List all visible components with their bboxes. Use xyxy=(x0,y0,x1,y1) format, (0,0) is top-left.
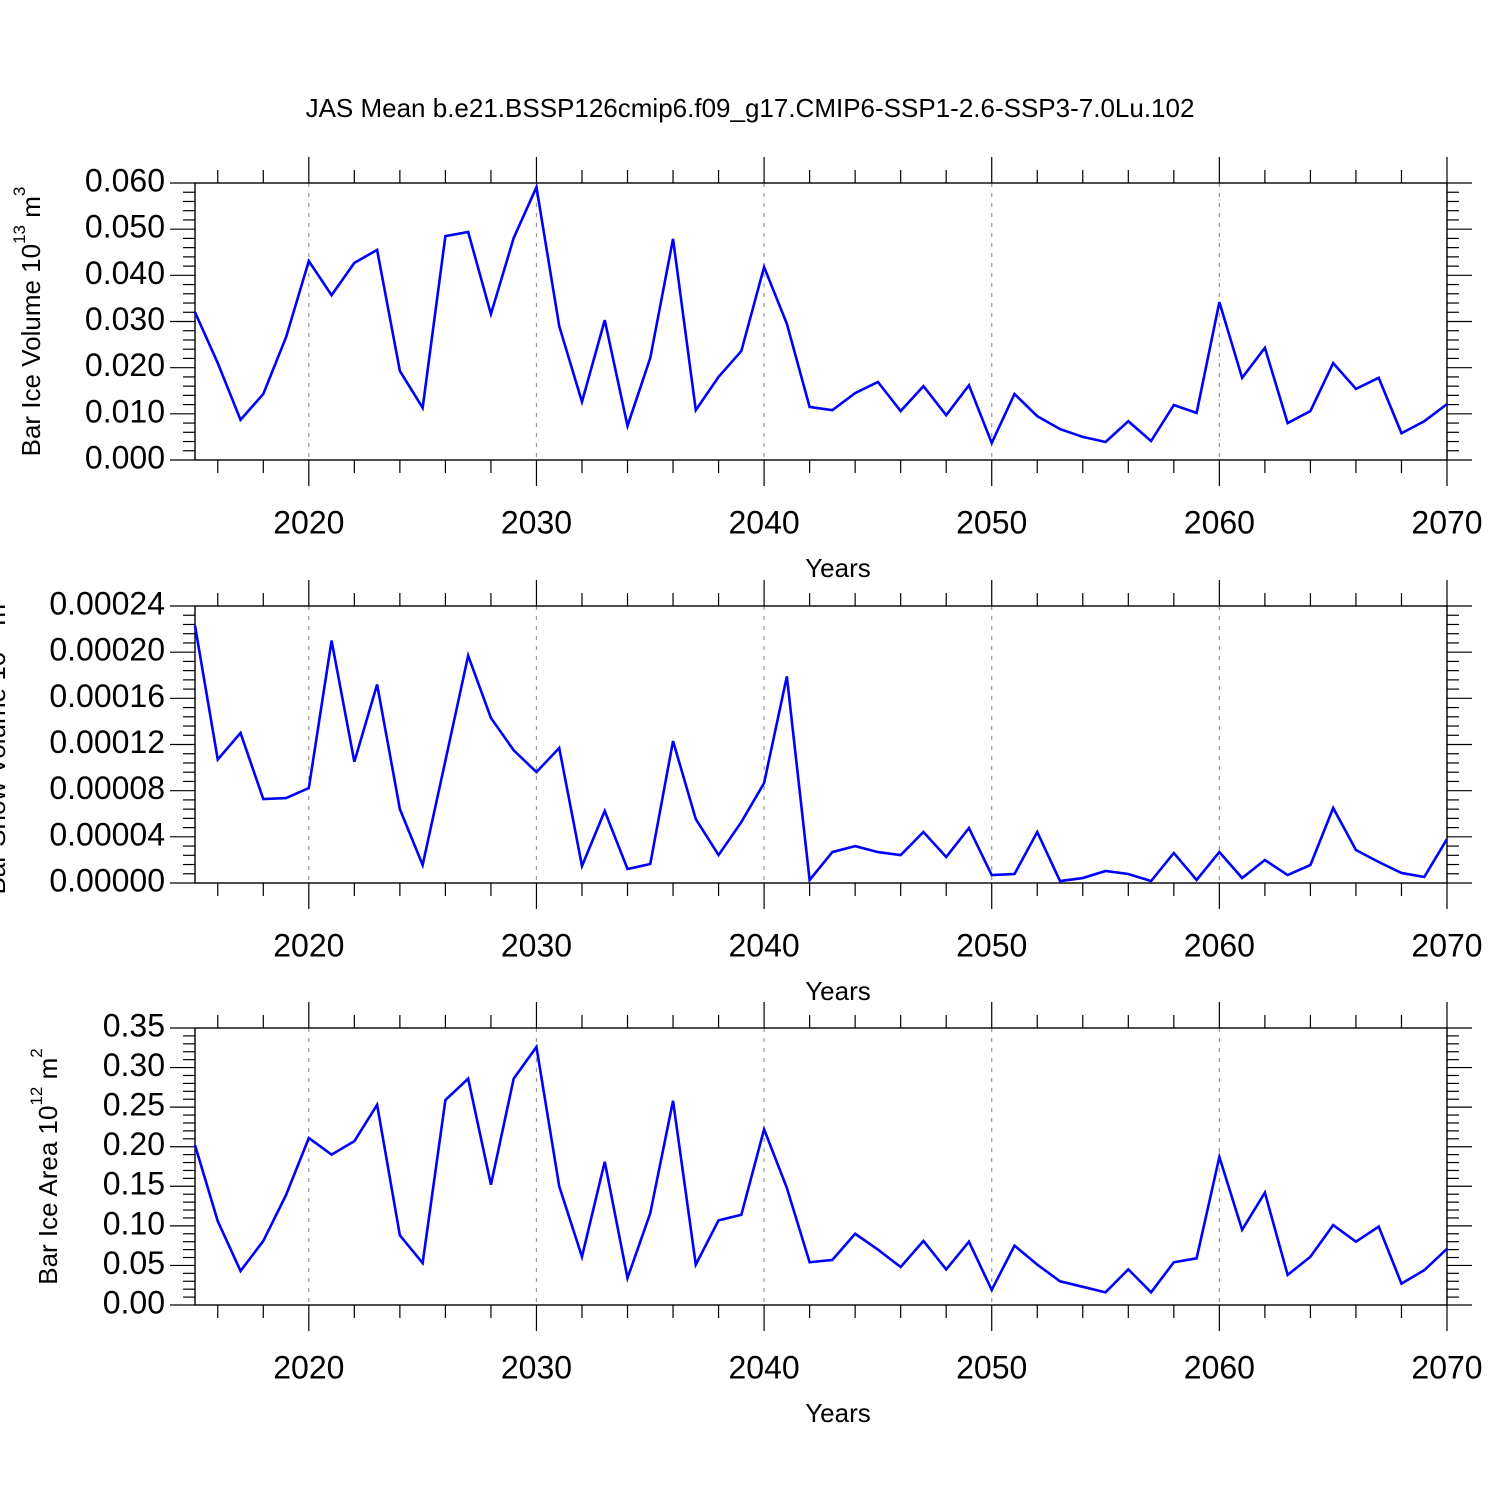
y-label-group: Bar Ice Volume 1013 m3 xyxy=(10,187,45,457)
y-tick-label: 0.00 xyxy=(103,1284,165,1320)
plot-frame xyxy=(194,1027,1448,1306)
data-line xyxy=(193,182,1448,447)
y-tick-label: 0.060 xyxy=(85,162,165,198)
y-label-group: Bar Ice Area 1012 m2 xyxy=(27,1048,62,1285)
x-tick-label: 2040 xyxy=(728,504,799,540)
y-label-superscript: 13 xyxy=(10,225,29,244)
data-line xyxy=(193,1043,1448,1295)
x-tick-label: 2070 xyxy=(1411,927,1482,963)
y-tick-label: 0.20 xyxy=(103,1126,165,1162)
y-tick-label: 0.000 xyxy=(85,439,165,475)
y-tick-label: 0.040 xyxy=(85,255,165,291)
y-axis-label: Bar Ice Area 1012 m2 xyxy=(27,1048,62,1285)
x-tick-label: 2040 xyxy=(728,1349,799,1385)
x-tick-label: 2030 xyxy=(501,927,572,963)
y-label-superscript: 2 xyxy=(27,1048,46,1057)
y-label-superscript: 12 xyxy=(27,1087,46,1106)
y-tick-label: 0.30 xyxy=(103,1047,165,1083)
y-label-text: Bar Ice Volume 10 xyxy=(16,244,46,456)
x-tick-label: 2070 xyxy=(1411,1349,1482,1385)
x-axis-label: Years xyxy=(805,1398,871,1428)
y-tick-label: 0.15 xyxy=(103,1166,165,1202)
x-tick-label: 2060 xyxy=(1184,927,1255,963)
y-label-group: Bar Snow Volume 1013 m3 xyxy=(0,594,11,895)
y-tick-label: 0.020 xyxy=(85,347,165,383)
y-tick-label: 0.35 xyxy=(103,1007,165,1043)
panel: 2020 2030 2040 2050 2060 2070 0.000.05 0.100.15… xyxy=(27,1002,1483,1428)
x-axis-label: Years xyxy=(805,553,871,583)
y-tick-label: 0.00020 xyxy=(49,632,165,668)
y-tick-label: 0.00008 xyxy=(49,770,165,806)
x-tick-label: 2020 xyxy=(273,1349,344,1385)
y-axis-label: Bar Ice Volume 1013 m3 xyxy=(10,187,45,457)
y-tick-label: 0.25 xyxy=(103,1087,165,1123)
y-label-text: Bar Ice Area 10 xyxy=(33,1106,63,1285)
y-tick-label: 0.050 xyxy=(85,209,165,245)
y-label-text: Bar Snow Volume 10 xyxy=(0,652,11,895)
x-tick-label: 2020 xyxy=(273,504,344,540)
y-tick-label: 0.00012 xyxy=(49,724,165,760)
x-tick-label: 2030 xyxy=(501,1349,572,1385)
x-tick-label: 2050 xyxy=(956,504,1027,540)
y-tick-label: 0.10 xyxy=(103,1205,165,1241)
plot-frame xyxy=(194,605,1448,884)
figure-title: JAS Mean b.e21.BSSP126cmip6.f09_g17.CMIP… xyxy=(306,93,1195,123)
panel: 2020 2030 2040 2050 2060 2070 0.00000 0.00004 0.… xyxy=(0,580,1483,1006)
y-label-text: m xyxy=(33,1058,63,1087)
x-tick-label: 2040 xyxy=(728,927,799,963)
y-label-text: m xyxy=(16,196,46,225)
x-tick-label: 2060 xyxy=(1184,504,1255,540)
y-tick-label: 0.00004 xyxy=(49,816,165,852)
x-tick-label: 2050 xyxy=(956,927,1027,963)
x-tick-label: 2070 xyxy=(1411,504,1482,540)
y-tick-label: 0.010 xyxy=(85,393,165,429)
y-axis-label: Bar Snow Volume 1013 m3 xyxy=(0,594,11,894)
y-tick-label: 0.00000 xyxy=(49,862,165,898)
y-tick-label: 0.05 xyxy=(103,1245,165,1281)
y-tick-label: 0.00024 xyxy=(49,585,165,621)
x-axis-label: Years xyxy=(805,976,871,1006)
y-tick-label: 0.00016 xyxy=(49,678,165,714)
y-label-superscript: 3 xyxy=(10,187,29,196)
plot-frame xyxy=(194,182,1448,461)
x-tick-label: 2060 xyxy=(1184,1349,1255,1385)
y-tick-label: 0.030 xyxy=(85,301,165,337)
x-tick-label: 2020 xyxy=(273,927,344,963)
x-tick-label: 2030 xyxy=(501,504,572,540)
data-line xyxy=(193,625,1449,884)
y-label-text: m xyxy=(0,604,11,633)
panel: 2020 2030 2040 2050 2060 2070 0.000 0.010 0.020 0… xyxy=(10,157,1483,583)
x-tick-label: 2050 xyxy=(956,1349,1027,1385)
